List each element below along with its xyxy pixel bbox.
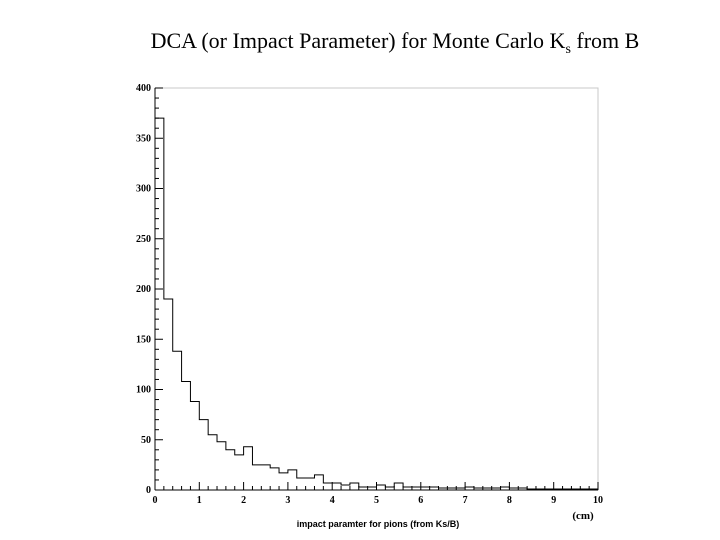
histogram-bin: [279, 473, 288, 490]
histogram-bin: [190, 402, 199, 490]
y-tick-label: 200: [136, 284, 151, 295]
y-tick-label: 400: [136, 83, 151, 94]
slide-title-main: DCA (or Impact Parameter) for Monte Carl…: [150, 28, 566, 53]
x-axis-title: impact paramter for pions (from Ks/B): [297, 519, 460, 529]
y-tick-label: 250: [136, 234, 151, 245]
histogram-bin: [323, 483, 332, 490]
x-tick-label: 3: [285, 495, 290, 506]
histogram-bin: [341, 485, 350, 490]
histogram-bin: [226, 450, 235, 490]
y-axis: 0 50 100 150 200 250 300 350 400: [136, 83, 163, 496]
x-tick-label: 1: [197, 495, 202, 506]
histogram-bins: [155, 118, 598, 490]
histogram-bin: [199, 420, 208, 490]
histogram-bin: [350, 483, 359, 490]
y-tick-label: 150: [136, 334, 151, 345]
x-unit-label: (cm): [572, 510, 594, 522]
y-tick-label: 0: [146, 485, 151, 496]
y-tick-label: 350: [136, 133, 151, 144]
x-axis: 0 1 2 3 4 5 6 7 8 9 10: [153, 482, 603, 506]
slide-title: DCA (or Impact Parameter) for Monte Carl…: [0, 28, 720, 58]
histogram-bin: [314, 475, 323, 490]
x-tick-label: 9: [551, 495, 556, 506]
histogram-bin: [155, 118, 164, 490]
histogram-bin: [235, 455, 244, 490]
histogram-bin: [332, 483, 341, 490]
x-tick-label: 8: [507, 495, 512, 506]
y-tick-label: 100: [136, 385, 151, 396]
histogram-bin: [182, 381, 191, 490]
histogram-bin: [252, 465, 261, 490]
x-tick-label: 5: [374, 495, 379, 506]
histogram-bin: [288, 470, 297, 490]
histogram-bin: [173, 351, 182, 490]
x-tick-label: 10: [593, 495, 603, 506]
x-tick-label: 2: [241, 495, 246, 506]
histogram-bin: [306, 478, 315, 490]
x-tick-label: 0: [153, 495, 158, 506]
histogram-bin: [297, 478, 306, 490]
y-tick-label: 50: [141, 435, 151, 446]
histogram-bin: [164, 299, 173, 490]
plot-frame: [154, 87, 599, 491]
histogram-bin: [270, 468, 279, 490]
histogram-bin: [217, 442, 226, 490]
y-tick-label: 300: [136, 184, 151, 195]
x-tick-label: 6: [418, 495, 423, 506]
histogram-bin: [244, 447, 253, 490]
histogram-outline: [154, 117, 599, 490]
x-tick-label: 7: [463, 495, 468, 506]
slide-title-tail: from B: [570, 28, 640, 53]
histogram-bin: [261, 465, 270, 490]
histogram-bin: [377, 485, 386, 490]
histogram-bin: [394, 483, 403, 490]
x-tick-label: 4: [330, 495, 335, 506]
histogram-bin: [208, 435, 217, 490]
slide-title-subscript: s: [565, 42, 571, 57]
